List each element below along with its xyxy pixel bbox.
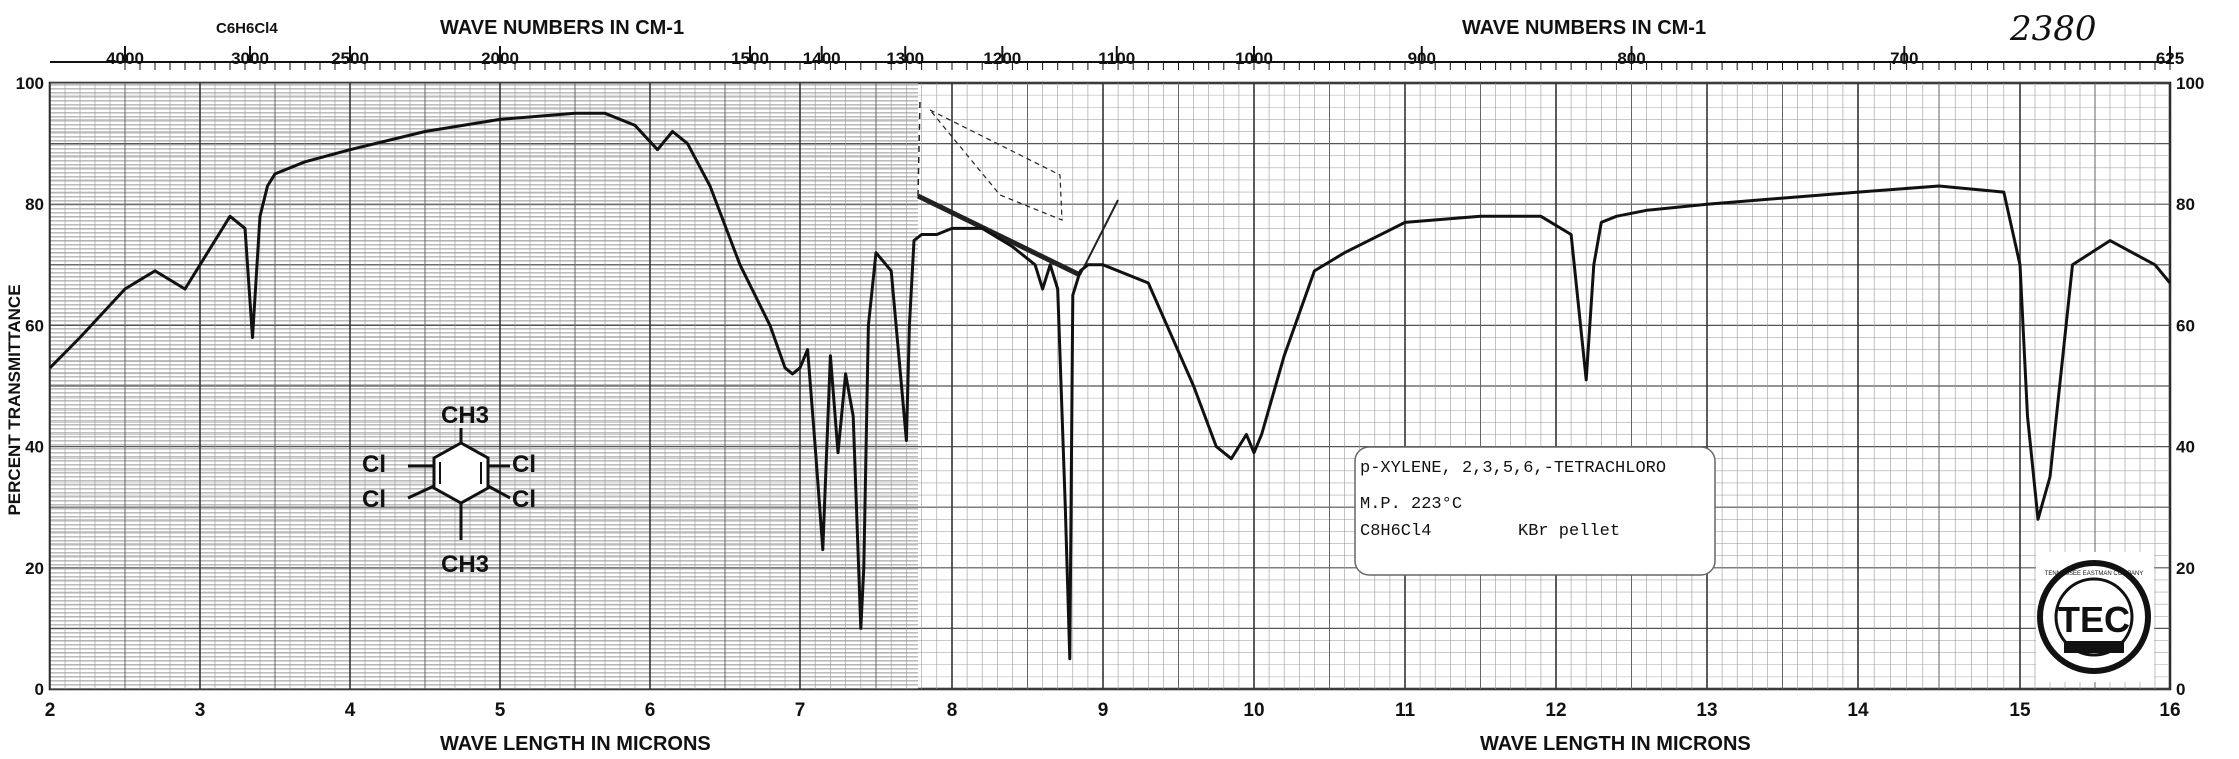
- bottom-axis-label-right: WAVE LENGTH IN MICRONS: [1480, 733, 1751, 755]
- bottom-axis-label-left: WAVE LENGTH IN MICRONS: [440, 733, 711, 755]
- bottom-tick-label: 15: [2009, 700, 2031, 721]
- top-tick-label: 900: [1408, 49, 1436, 68]
- left-tick-label: 20: [25, 559, 44, 578]
- right-tick-label: 60: [2176, 316, 2195, 335]
- structure-bottom-group: CH3: [441, 551, 489, 578]
- bottom-tick-label: 2: [45, 700, 56, 721]
- structure-right-upper: Cl: [512, 451, 536, 478]
- sample-method: KBr pellet: [1518, 522, 1620, 541]
- solvent-note: C6H6Cl4: [216, 20, 278, 37]
- top-tick-label: 1200: [983, 49, 1021, 68]
- top-tick-label: 4000: [106, 49, 144, 68]
- top-axis-ticks: 4000 3000 2500 2000 1500 1400 1300 1200 1100 1000…: [50, 46, 2184, 70]
- left-tick-label: 0: [35, 680, 44, 699]
- left-tick-label: 60: [25, 316, 44, 335]
- right-tick-label: 0: [2176, 680, 2185, 699]
- bottom-tick-label: 7: [795, 700, 806, 721]
- right-tick-label: 100: [2176, 74, 2204, 93]
- sample-card: p-XYLENE, 2,3,5,6,-TETRACHLORO M.P. 223°…: [1354, 446, 1716, 576]
- bottom-tick-label: 6: [645, 700, 656, 721]
- bottom-tick-label: 5: [495, 700, 506, 721]
- sample-name: p-XYLENE, 2,3,5,6,-TETRACHLORO: [1360, 459, 1666, 478]
- bottom-tick-label: 3: [195, 700, 206, 721]
- top-tick-label: 625: [2156, 49, 2184, 68]
- right-tick-label: 40: [2176, 438, 2195, 457]
- top-tick-label: 1000: [1235, 49, 1273, 68]
- left-tick-label: 40: [25, 438, 44, 457]
- bottom-tick-label: 13: [1696, 700, 1717, 721]
- company-seal-logo: TEC TENNESSEE EASTMAN COMPANY: [2036, 552, 2154, 682]
- top-tick-label: 1500: [731, 49, 769, 68]
- molecular-formula: C8H6Cl4: [1360, 522, 1431, 541]
- structure-left-upper: Cl: [362, 451, 386, 478]
- top-tick-label: 1300: [886, 49, 924, 68]
- top-tick-label: 800: [1617, 49, 1645, 68]
- structure-top-group: CH3: [441, 402, 489, 429]
- top-tick-label: 1100: [1098, 49, 1135, 68]
- top-tick-label: 700: [1890, 49, 1918, 68]
- left-axis-ticks: 0 20 40 60 80 100: [16, 74, 44, 699]
- grid-lines: [49, 82, 2171, 690]
- right-axis-ticks: 0 20 40 60 80 100: [2176, 74, 2204, 699]
- spectrum-trace: [48, 111, 2172, 661]
- bottom-tick-label: 12: [1545, 700, 1566, 721]
- top-axis-label-right: WAVE NUMBERS IN CM-1: [1462, 17, 1706, 39]
- sample-number: 2380: [2009, 9, 2097, 49]
- right-tick-label: 80: [2176, 195, 2195, 214]
- chemical-structure: CH3 CH3 Cl Cl Cl Cl: [362, 402, 536, 578]
- left-tick-label: 80: [25, 195, 44, 214]
- left-axis-label: PERCENT TRANSMITTANCE: [5, 284, 24, 515]
- logo-ring-text: TENNESSEE EASTMAN COMPANY: [2045, 571, 2144, 577]
- bottom-tick-label: 9: [1098, 700, 1109, 721]
- structure-left-lower: Cl: [362, 486, 386, 513]
- top-tick-label: 2000: [481, 49, 519, 68]
- top-tick-label: 2500: [331, 49, 369, 68]
- melting-point: M.P. 223°C: [1360, 495, 1462, 514]
- top-axis-label-left: WAVE NUMBERS IN CM-1: [440, 17, 684, 39]
- bottom-tick-label: 14: [1847, 700, 1869, 721]
- benzene-ring: [432, 441, 490, 505]
- left-tick-label: 100: [16, 74, 44, 93]
- hand-drawn-marks: [916, 99, 1119, 278]
- logo-text: TEC: [2058, 599, 2130, 640]
- bottom-tick-label: 11: [1395, 700, 1416, 721]
- structure-right-lower: Cl: [512, 486, 536, 513]
- top-tick-label: 3000: [231, 49, 269, 68]
- bottom-tick-label: 10: [1243, 700, 1264, 721]
- bottom-tick-label: 16: [2159, 700, 2180, 721]
- top-tick-label: 1400: [803, 49, 841, 68]
- right-tick-label: 20: [2176, 559, 2195, 578]
- bottom-tick-label: 4: [345, 700, 356, 721]
- bottom-axis-ticks: 2 3 4 5 6 7 8 9 10 11 12 13 14 15 16: [45, 700, 2181, 721]
- bottom-tick-label: 8: [947, 700, 958, 721]
